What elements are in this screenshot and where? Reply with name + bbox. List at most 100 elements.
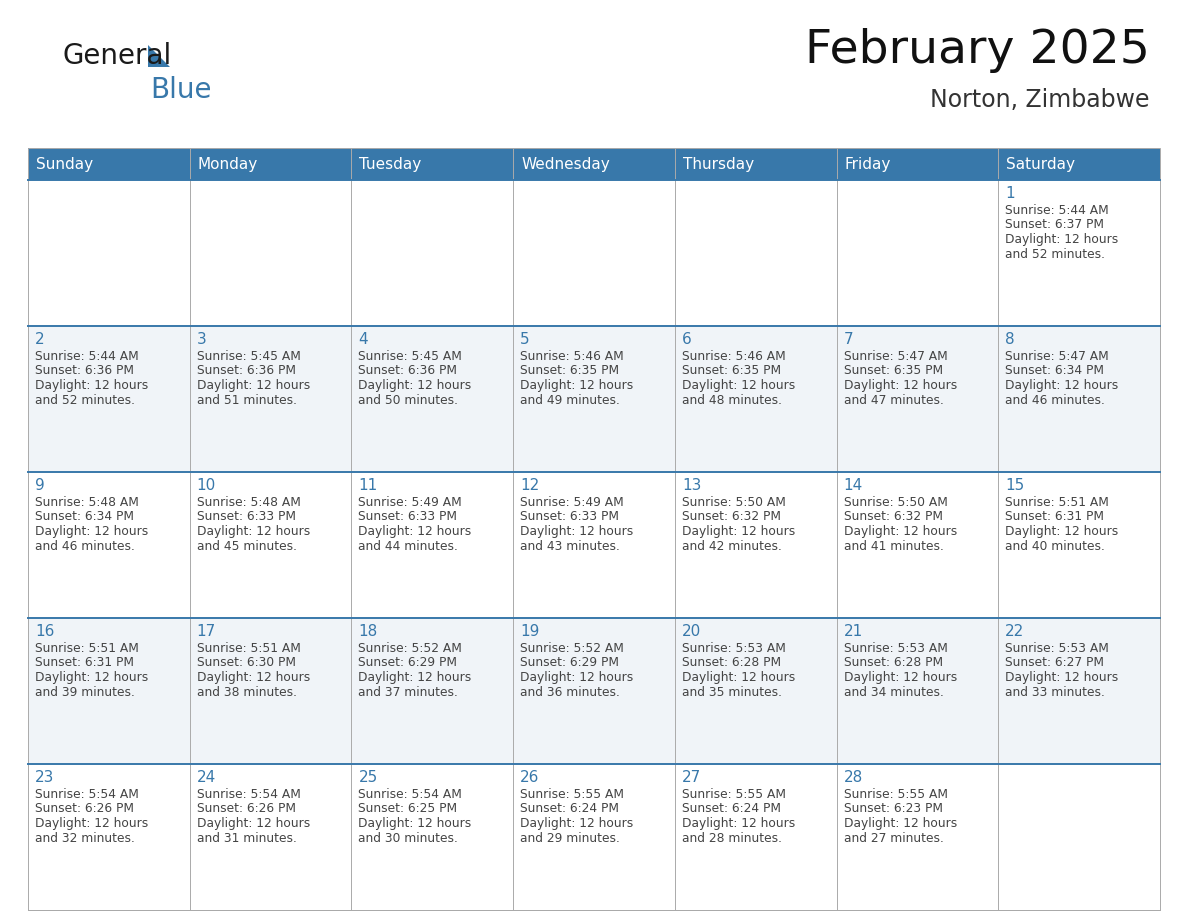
Text: and 47 minutes.: and 47 minutes. [843,394,943,407]
Bar [513,618,675,764]
Text: Sunset: 6:34 PM: Sunset: 6:34 PM [1005,364,1105,377]
Text: and 35 minutes.: and 35 minutes. [682,686,782,699]
Text: Sunrise: 5:53 AM: Sunrise: 5:53 AM [682,642,785,655]
Text: and 46 minutes.: and 46 minutes. [34,540,135,553]
Text: Sunset: 6:28 PM: Sunset: 6:28 PM [843,656,943,669]
Text: and 34 minutes.: and 34 minutes. [843,686,943,699]
Bar [675,764,836,910]
Text: Sunrise: 5:47 AM: Sunrise: 5:47 AM [843,350,947,363]
Text: and 51 minutes.: and 51 minutes. [197,394,297,407]
Text: Sunrise: 5:55 AM: Sunrise: 5:55 AM [843,788,948,801]
Text: Sunrise: 5:46 AM: Sunrise: 5:46 AM [682,350,785,363]
Bar [836,326,998,472]
Bar [29,148,1159,910]
Text: and 48 minutes.: and 48 minutes. [682,394,782,407]
Text: 11: 11 [359,478,378,493]
Text: and 37 minutes.: and 37 minutes. [359,686,459,699]
Text: and 43 minutes.: and 43 minutes. [520,540,620,553]
Text: 16: 16 [34,624,55,639]
Text: Sunrise: 5:49 AM: Sunrise: 5:49 AM [359,496,462,509]
Text: Daylight: 12 hours: Daylight: 12 hours [359,525,472,538]
Text: and 40 minutes.: and 40 minutes. [1005,540,1105,553]
Text: and 42 minutes.: and 42 minutes. [682,540,782,553]
Text: Sunset: 6:37 PM: Sunset: 6:37 PM [1005,218,1105,231]
Text: Daylight: 12 hours: Daylight: 12 hours [682,817,795,830]
Bar [513,148,675,180]
Text: Sunset: 6:26 PM: Sunset: 6:26 PM [34,802,134,815]
Bar [675,618,836,764]
Text: Sunset: 6:30 PM: Sunset: 6:30 PM [197,656,296,669]
Text: and 30 minutes.: and 30 minutes. [359,832,459,845]
Bar [29,764,190,910]
Text: Sunset: 6:24 PM: Sunset: 6:24 PM [520,802,619,815]
Text: and 29 minutes.: and 29 minutes. [520,832,620,845]
Text: 22: 22 [1005,624,1024,639]
Bar [998,618,1159,764]
Bar [836,180,998,326]
Text: Daylight: 12 hours: Daylight: 12 hours [520,525,633,538]
Text: Sunset: 6:32 PM: Sunset: 6:32 PM [682,510,781,523]
Bar [675,326,836,472]
Text: 5: 5 [520,332,530,347]
Text: Sunrise: 5:54 AM: Sunrise: 5:54 AM [34,788,139,801]
Text: Wednesday: Wednesday [522,158,609,173]
Text: Sunrise: 5:55 AM: Sunrise: 5:55 AM [682,788,785,801]
Text: Sunset: 6:36 PM: Sunset: 6:36 PM [197,364,296,377]
Text: Daylight: 12 hours: Daylight: 12 hours [359,671,472,684]
Text: Daylight: 12 hours: Daylight: 12 hours [843,525,956,538]
Bar [998,326,1159,472]
Text: Sunset: 6:35 PM: Sunset: 6:35 PM [843,364,943,377]
Text: and 28 minutes.: and 28 minutes. [682,832,782,845]
Text: Sunrise: 5:50 AM: Sunrise: 5:50 AM [682,496,785,509]
Text: 17: 17 [197,624,216,639]
Bar [29,180,190,326]
Polygon shape [148,45,170,67]
Text: 26: 26 [520,770,539,785]
Bar [998,180,1159,326]
Text: 12: 12 [520,478,539,493]
Text: Sunset: 6:36 PM: Sunset: 6:36 PM [359,364,457,377]
Text: 1: 1 [1005,186,1015,201]
Text: Daylight: 12 hours: Daylight: 12 hours [359,379,472,392]
Bar [836,618,998,764]
Text: Monday: Monday [197,158,258,173]
Text: Sunrise: 5:53 AM: Sunrise: 5:53 AM [843,642,948,655]
Text: Thursday: Thursday [683,158,754,173]
Text: Sunrise: 5:45 AM: Sunrise: 5:45 AM [197,350,301,363]
Text: Daylight: 12 hours: Daylight: 12 hours [843,817,956,830]
Bar [513,764,675,910]
Text: 20: 20 [682,624,701,639]
Text: Sunrise: 5:49 AM: Sunrise: 5:49 AM [520,496,624,509]
Text: Daylight: 12 hours: Daylight: 12 hours [520,379,633,392]
Text: 24: 24 [197,770,216,785]
Text: Sunrise: 5:45 AM: Sunrise: 5:45 AM [359,350,462,363]
Text: Sunrise: 5:46 AM: Sunrise: 5:46 AM [520,350,624,363]
Bar [352,472,513,618]
Bar [836,764,998,910]
Bar [190,618,352,764]
Bar [190,472,352,618]
Text: Daylight: 12 hours: Daylight: 12 hours [1005,525,1119,538]
Text: 2: 2 [34,332,45,347]
Text: 7: 7 [843,332,853,347]
Text: Sunrise: 5:51 AM: Sunrise: 5:51 AM [197,642,301,655]
Bar [190,764,352,910]
Text: and 45 minutes.: and 45 minutes. [197,540,297,553]
Text: and 49 minutes.: and 49 minutes. [520,394,620,407]
Text: Daylight: 12 hours: Daylight: 12 hours [682,525,795,538]
Text: and 44 minutes.: and 44 minutes. [359,540,459,553]
Bar [190,326,352,472]
Bar [352,326,513,472]
Text: Sunrise: 5:53 AM: Sunrise: 5:53 AM [1005,642,1110,655]
Text: Daylight: 12 hours: Daylight: 12 hours [520,817,633,830]
Bar [29,148,190,180]
Bar [836,148,998,180]
Text: Sunset: 6:26 PM: Sunset: 6:26 PM [197,802,296,815]
Text: and 52 minutes.: and 52 minutes. [34,394,135,407]
Text: Sunrise: 5:44 AM: Sunrise: 5:44 AM [1005,204,1110,217]
Text: Sunrise: 5:54 AM: Sunrise: 5:54 AM [197,788,301,801]
Bar [352,618,513,764]
Text: 8: 8 [1005,332,1015,347]
Text: Daylight: 12 hours: Daylight: 12 hours [1005,233,1119,246]
Text: 14: 14 [843,478,862,493]
